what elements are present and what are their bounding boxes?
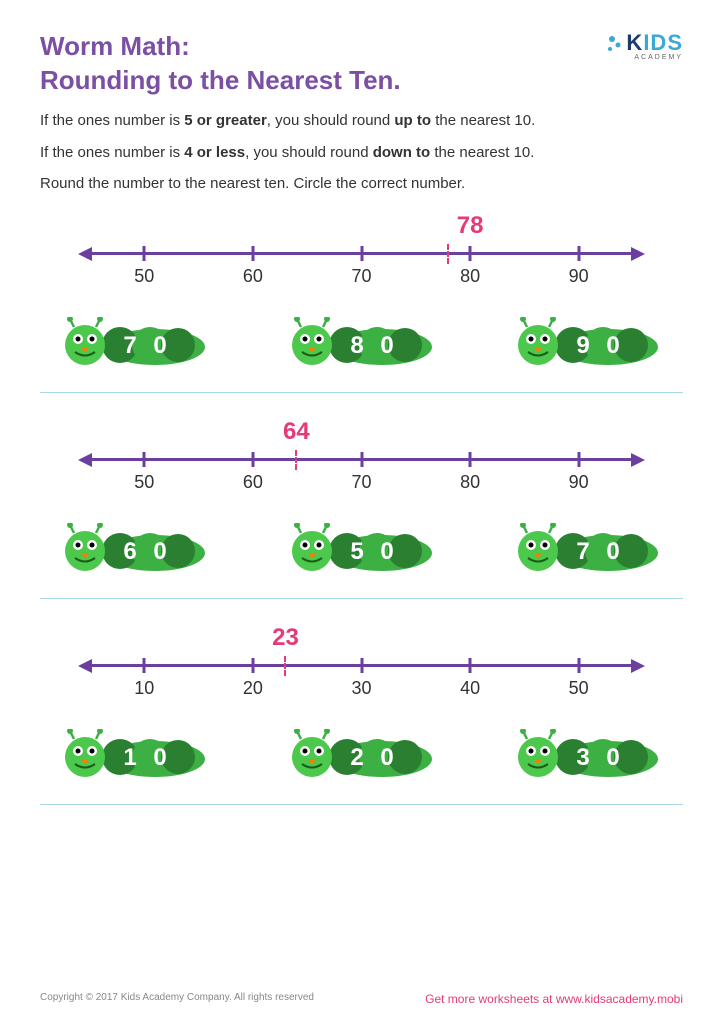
target-marker: [295, 450, 297, 470]
divider: [40, 804, 683, 805]
svg-text:0: 0: [153, 538, 166, 565]
svg-text:0: 0: [606, 538, 619, 565]
svg-text:8: 8: [350, 332, 363, 359]
title-line1: Worm Math:: [40, 30, 401, 64]
divider: [40, 598, 683, 599]
worm-option-0[interactable]: 1 0: [60, 729, 210, 779]
arrow-right-icon: [631, 659, 645, 673]
svg-text:0: 0: [606, 744, 619, 771]
worm-option-2[interactable]: 3 0: [513, 729, 663, 779]
svg-text:0: 0: [380, 332, 393, 359]
tick-label: 50: [134, 472, 154, 493]
problem-2: 23 10 20 30 40 50: [40, 624, 683, 805]
target-number: 64: [283, 418, 310, 446]
svg-text:7: 7: [123, 332, 136, 359]
header: Worm Math: Rounding to the Nearest Ten. …: [40, 30, 683, 98]
svg-text:6: 6: [123, 538, 136, 565]
divider: [40, 392, 683, 393]
svg-text:0: 0: [606, 332, 619, 359]
sub-instruction: Round the number to the nearest ten. Cir…: [40, 175, 683, 192]
svg-text:0: 0: [153, 332, 166, 359]
arrow-right-icon: [631, 453, 645, 467]
tick: [577, 658, 580, 673]
worm-option-2[interactable]: 9 0: [513, 317, 663, 367]
target-marker: [447, 244, 449, 264]
more-worksheets-link: Get more worksheets at www.kidsacademy.m…: [425, 992, 683, 1006]
worm-option-1[interactable]: 8 0: [287, 317, 437, 367]
number-line: 50 60 70 80 90: [90, 244, 633, 284]
tick-label: 80: [460, 266, 480, 287]
instruction-1: If the ones number is 5 or greater, you …: [40, 110, 683, 133]
worm-option-0[interactable]: 7 0: [60, 317, 210, 367]
tick: [469, 452, 472, 467]
tick: [143, 658, 146, 673]
svg-text:3: 3: [576, 744, 589, 771]
page-title: Worm Math: Rounding to the Nearest Ten.: [40, 30, 401, 98]
logo-ids: IDS: [643, 30, 683, 55]
problem-1: 64 50 60 70 80 90: [40, 418, 683, 599]
worm-row: 7 0 8 0 9 0: [40, 317, 683, 367]
tick-label: 60: [243, 266, 263, 287]
tick: [360, 452, 363, 467]
number-line-wrap: 64 50 60 70 80 90: [90, 418, 633, 498]
number-line: 50 60 70 80 90: [90, 450, 633, 490]
svg-text:9: 9: [576, 332, 589, 359]
svg-text:2: 2: [350, 744, 363, 771]
problem-0: 78 50 60 70 80 90: [40, 212, 683, 393]
footer: Copyright © 2017 Kids Academy Company. A…: [40, 992, 683, 1006]
number-line-wrap: 78 50 60 70 80 90: [90, 212, 633, 292]
worm-row: 6 0 5 0 7 0: [40, 523, 683, 573]
svg-text:0: 0: [380, 538, 393, 565]
worm-option-0[interactable]: 6 0: [60, 523, 210, 573]
tick-label: 20: [243, 678, 263, 699]
svg-text:5: 5: [350, 538, 363, 565]
tick: [143, 246, 146, 261]
tick-label: 40: [460, 678, 480, 699]
arrow-right-icon: [631, 247, 645, 261]
tick: [251, 658, 254, 673]
tick: [143, 452, 146, 467]
logo: KIDS ACADEMY: [606, 30, 683, 61]
tick: [469, 658, 472, 673]
copyright: Copyright © 2017 Kids Academy Company. A…: [40, 992, 314, 1006]
logo-text: KIDS: [626, 30, 683, 56]
tick-label: 10: [134, 678, 154, 699]
logo-sub: ACADEMY: [626, 54, 683, 61]
tick: [577, 246, 580, 261]
svg-text:0: 0: [380, 744, 393, 771]
target-number: 23: [272, 624, 299, 652]
tick: [251, 452, 254, 467]
worm-option-1[interactable]: 2 0: [287, 729, 437, 779]
svg-text:0: 0: [153, 744, 166, 771]
tick-label: 30: [351, 678, 371, 699]
worm-option-1[interactable]: 5 0: [287, 523, 437, 573]
target-marker: [284, 656, 286, 676]
svg-text:7: 7: [576, 538, 589, 565]
title-line2: Rounding to the Nearest Ten.: [40, 64, 401, 98]
tick: [360, 246, 363, 261]
number-line: 10 20 30 40 50: [90, 656, 633, 696]
tick-label: 50: [569, 678, 589, 699]
tick-label: 80: [460, 472, 480, 493]
worm-option-2[interactable]: 7 0: [513, 523, 663, 573]
number-line-wrap: 23 10 20 30 40 50: [90, 624, 633, 704]
logo-k: K: [626, 30, 643, 55]
tick-label: 90: [569, 472, 589, 493]
svg-text:1: 1: [123, 744, 136, 771]
logo-splash-icon: [606, 31, 626, 61]
tick-label: 90: [569, 266, 589, 287]
target-number: 78: [457, 212, 484, 240]
tick: [360, 658, 363, 673]
tick-label: 50: [134, 266, 154, 287]
tick-label: 70: [351, 266, 371, 287]
tick-label: 60: [243, 472, 263, 493]
instruction-2: If the ones number is 4 or less, you sho…: [40, 142, 683, 165]
tick: [469, 246, 472, 261]
tick: [251, 246, 254, 261]
tick-label: 70: [351, 472, 371, 493]
worm-row: 1 0 2 0 3 0: [40, 729, 683, 779]
tick: [577, 452, 580, 467]
